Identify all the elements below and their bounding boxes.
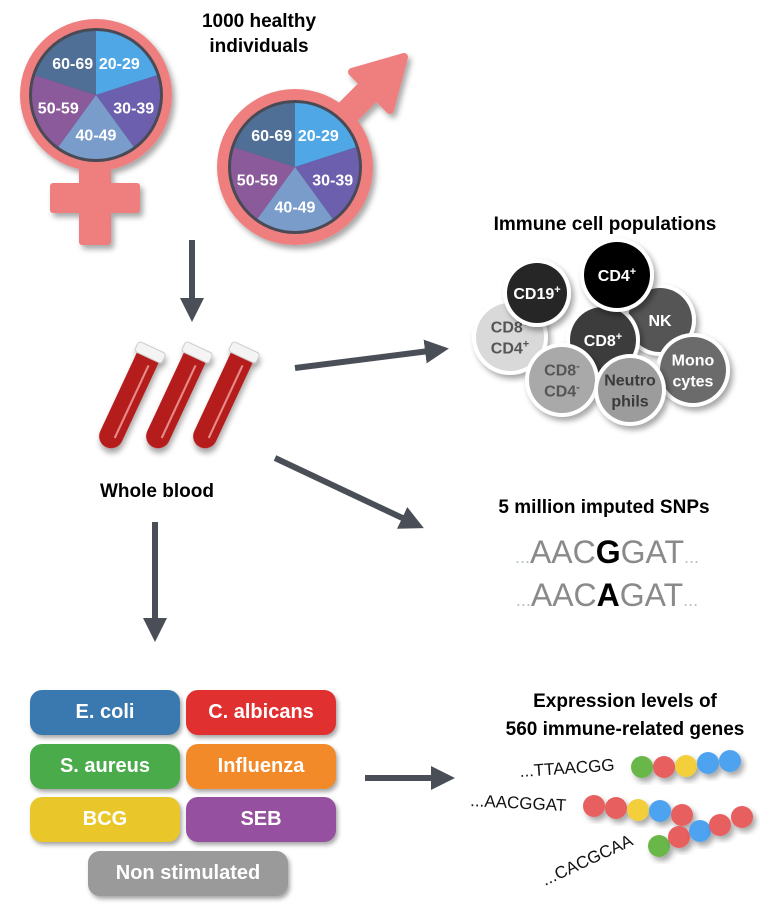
expression-bead-red	[668, 826, 690, 848]
snp-variant: A	[597, 577, 620, 613]
test-tube-icon	[146, 341, 213, 449]
arrow-blood-to-snps	[273, 455, 424, 529]
expression-bead-red	[653, 756, 675, 778]
pie-label-50-59: 50-59	[237, 172, 278, 189]
cohort-title-line1: 1000 healthy	[202, 11, 316, 32]
expression-bead-red	[605, 797, 627, 819]
gene-sequence: ...CACGCAA	[539, 831, 637, 890]
expression-bead-green	[648, 835, 670, 857]
snp-sequences: ...AACGGAT......AACAGAT...	[515, 534, 699, 613]
cell-label: phils	[611, 394, 648, 411]
snp-variant: G	[596, 534, 621, 570]
pie-slice-20-29	[96, 31, 157, 95]
snp-sequence: ...AACAGAT...	[516, 577, 698, 613]
cohort-title-line2: individuals	[209, 36, 308, 57]
expression-bead-yellow	[627, 799, 649, 821]
pie-slice-30-39	[96, 75, 161, 147]
cell-monocytes: Mono cytes	[656, 333, 730, 407]
cell-label: cytes	[673, 374, 714, 391]
gene-expression-strands: ...TTAACGG ...AACGGAT ...CACGCAA	[470, 750, 753, 890]
expression-bead-red	[583, 795, 605, 817]
snps-title: 5 million imputed SNPs	[498, 497, 709, 518]
test-tube-icon	[99, 341, 166, 449]
pie-slice-40-49	[257, 167, 333, 232]
cell-label: NK	[648, 313, 672, 330]
expression-title-line1: Expression levels of	[533, 691, 717, 712]
pie-slice-60-69	[234, 103, 295, 167]
stimulus-non-stimulated: Non stimulated	[88, 851, 288, 896]
expression-bead-yellow	[675, 755, 697, 777]
pie-label-30-39: 30-39	[312, 172, 353, 189]
cell-label: Mono	[672, 353, 715, 370]
stimulus-influenza: Influenza	[186, 744, 336, 789]
gene-strand: ...TTAACGG	[519, 750, 741, 781]
cell-label: CD8+	[584, 331, 622, 350]
snp-sequence: ...AACGGAT...	[515, 534, 699, 570]
expression-bead-blue	[649, 800, 671, 822]
cell-label: CD4+	[598, 266, 636, 285]
pie-label-50-59: 50-59	[38, 100, 79, 117]
expression-bead-red	[709, 814, 731, 836]
cell-neutrophils: Neutro phils	[594, 354, 666, 426]
stimulus-e-coli: E. coli	[30, 690, 180, 735]
pie-label-20-29: 20-29	[99, 56, 140, 73]
test-tube-icon	[193, 341, 260, 449]
pie-slice-30-39	[295, 147, 359, 219]
snp-flank: GAT	[621, 534, 684, 570]
stimulus-seb: SEB	[186, 797, 336, 842]
expression-bead-blue	[689, 820, 711, 842]
pie-label-30-39: 30-39	[113, 100, 154, 117]
snp-flank: GAT	[620, 577, 683, 613]
stimulus-bcg: BCG	[30, 797, 180, 842]
pie-label-20-29: 20-29	[298, 128, 339, 145]
stimulus-c-albicans: C. albicans	[186, 690, 336, 735]
expression-bead-red	[731, 806, 753, 828]
stimulus-s-aureus: S. aureus	[30, 744, 180, 789]
pie-slice-20-29	[295, 103, 356, 167]
expression-title-line2: 560 immune-related genes	[506, 719, 745, 740]
snp-flank: ...	[515, 547, 530, 567]
gene-strand: ...CACGCAA	[539, 806, 753, 890]
cell-label: CD19+	[513, 284, 560, 303]
cell-label: CD4+	[491, 339, 529, 358]
expression-bead-red	[671, 804, 693, 826]
female-age-pie: 20-29 30-39 40-49 50-59 60-69	[29, 28, 163, 162]
blood-tubes	[99, 341, 260, 449]
snp-flank: AAC	[530, 534, 596, 570]
pie-slice-50-59	[231, 147, 295, 219]
gene-strand: ...AACGGAT	[470, 791, 693, 826]
flow-arrows	[143, 240, 455, 790]
expression-bead-green	[631, 756, 653, 778]
cell-label: CD4-	[544, 382, 580, 401]
male-age-pie: 20-29 30-39 40-49 50-59 60-69	[228, 100, 362, 234]
expression-bead-blue	[697, 752, 719, 774]
arrow-blood-to-cells	[294, 339, 449, 371]
whole-blood-label: Whole blood	[100, 481, 214, 502]
expression-bead-blue	[719, 750, 741, 772]
cell-cd4-pos: CD4+	[580, 238, 654, 312]
pie-slice-50-59	[32, 75, 96, 147]
gene-sequence: ...AACGGAT	[470, 791, 567, 815]
cell-cd8-neg-cd4-neg: CD8- CD4-	[525, 343, 599, 417]
pie-label-60-69: 60-69	[251, 128, 292, 145]
pie-label-40-49: 40-49	[275, 200, 316, 217]
snp-flank: ...	[516, 590, 531, 610]
immune-cell-cluster: CD8+CD4+CD19+NKCD8+CD4+CD8-CD4-Monocytes…	[472, 238, 730, 426]
pie-label-40-49: 40-49	[76, 128, 117, 145]
cell-label: CD8-	[544, 361, 580, 380]
gene-sequence: ...TTAACGG	[519, 755, 615, 781]
snp-flank: AAC	[531, 577, 597, 613]
pie-slice-40-49	[58, 95, 134, 159]
cell-cd19-pos: CD19+	[503, 259, 571, 327]
cell-label: Neutro	[604, 373, 656, 390]
snp-flank: ...	[684, 547, 699, 567]
immune-cells-title: Immune cell populations	[494, 214, 717, 235]
pie-slice-60-69	[35, 31, 96, 95]
pie-label-60-69: 60-69	[52, 56, 93, 73]
snp-flank: ...	[683, 590, 698, 610]
